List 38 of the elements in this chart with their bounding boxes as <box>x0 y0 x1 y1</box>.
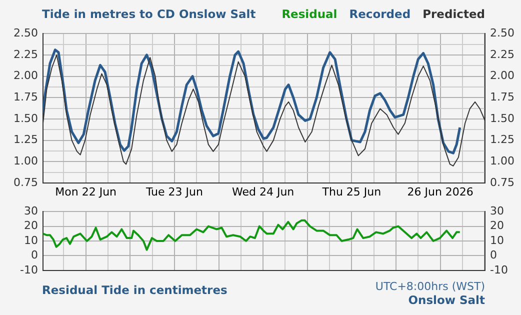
y2-tick-label: 2.50 <box>490 26 514 40</box>
y-tick-label: 2.25 <box>14 48 38 61</box>
x-tick-label: Thu 25 Jun <box>321 185 382 198</box>
text: Residual Tide in centimetres <box>42 283 228 297</box>
y-tick-label: 10 <box>24 234 38 247</box>
text: UTC+8:00hrs (WST) <box>375 280 485 293</box>
y2-tick-label: 0 <box>490 248 497 262</box>
y2-tick-label: 1.75 <box>490 90 514 104</box>
y-tick-label: 30 <box>24 204 38 218</box>
y2-tick-label: 1.50 <box>490 112 514 125</box>
x-tick-label: 26 Jun 2026 <box>407 185 474 198</box>
y2-tick-label: -10 <box>490 263 508 276</box>
y-tick-label: 1.50 <box>14 112 38 125</box>
y2-tick-label: 20 <box>490 219 504 232</box>
text: Recorded <box>349 7 411 21</box>
y2-tick-label: 10 <box>490 234 504 247</box>
text: Predicted <box>422 7 485 21</box>
y-tick-label: 0.75 <box>14 176 38 189</box>
y-tick-label: 2.00 <box>14 69 38 82</box>
y2-tick-label: 1.25 <box>490 133 514 146</box>
x-tick-label: Mon 22 Jun <box>55 185 117 198</box>
x-tick-label: Tue 23 Jun <box>144 185 203 198</box>
y2-tick-label: 30 <box>490 204 504 218</box>
y-tick-label: 1.00 <box>14 154 38 168</box>
text: Onslow Salt <box>408 293 485 307</box>
x-tick-label: Wed 24 Jun <box>232 185 294 198</box>
y-tick-label: 2.50 <box>14 26 38 40</box>
y-tick-label: 0 <box>31 248 38 262</box>
y2-tick-label: 1.00 <box>490 154 514 168</box>
y2-tick-label: 2.00 <box>490 69 514 82</box>
text: Residual <box>282 7 338 21</box>
y-tick-label: 1.75 <box>14 90 38 104</box>
y2-tick-label: 0.75 <box>490 176 514 189</box>
y-tick-label: -10 <box>20 263 38 276</box>
y-tick-label: 1.25 <box>14 133 38 146</box>
y-tick-label: 20 <box>24 219 38 232</box>
y2-tick-label: 2.25 <box>490 48 514 61</box>
chart-title: Tide in metres to CD Onslow Salt <box>42 7 256 21</box>
